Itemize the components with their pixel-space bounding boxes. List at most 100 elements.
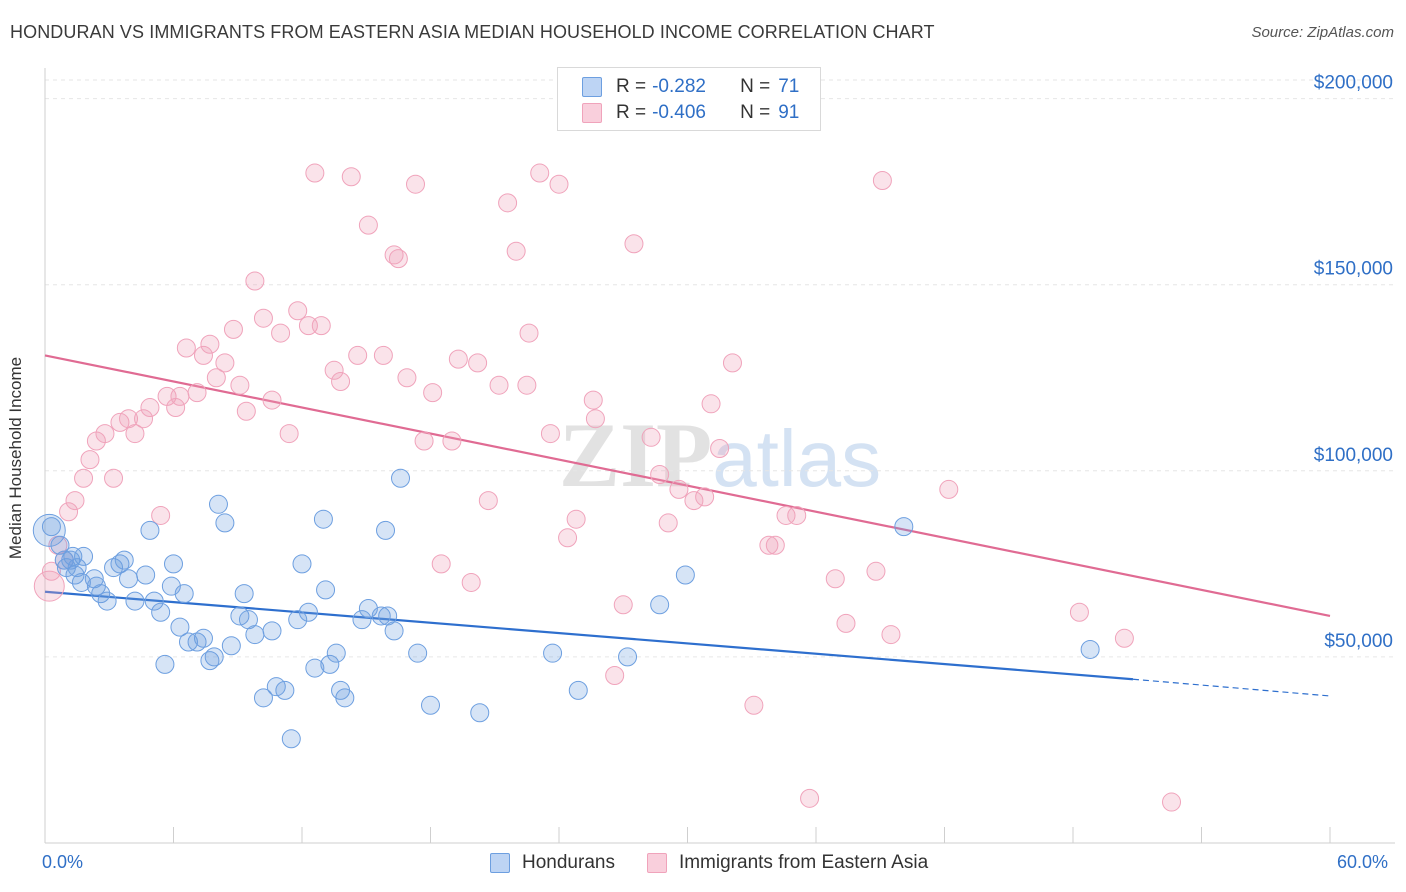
source-label: Source: ZipAtlas.com [1251, 24, 1394, 41]
point-eastern-asia [140, 398, 160, 418]
point-eastern-asia [341, 167, 361, 187]
point-hondurans [215, 513, 235, 533]
point-eastern-asia [1114, 628, 1134, 648]
point-eastern-asia [478, 491, 498, 511]
watermark-zip: ZIP [559, 404, 712, 506]
point-hondurans [104, 558, 124, 578]
point-hondurans [421, 695, 440, 715]
point-eastern-asia [230, 375, 250, 395]
point-eastern-asia [468, 353, 488, 373]
point-eastern-asia [939, 479, 959, 499]
point-eastern-asia [701, 394, 721, 414]
point-eastern-asia [825, 569, 845, 589]
point-eastern-asia [253, 308, 273, 328]
legend-n-value: 91 [778, 102, 800, 123]
watermark: ZIPatlas [559, 404, 881, 506]
watermark-atlas: atlas [712, 414, 881, 503]
legend-n-label: N = [740, 76, 771, 97]
legend-item-hondurans[interactable]: Hondurans [490, 852, 615, 874]
point-hondurans [74, 546, 94, 566]
point-eastern-asia [262, 390, 282, 410]
point-hondurans [262, 621, 282, 641]
point-eastern-asia [305, 163, 325, 183]
point-hondurans [618, 647, 638, 667]
point-eastern-asia [489, 375, 509, 395]
point-hondurans [187, 632, 207, 652]
point-eastern-asia [431, 554, 451, 574]
point-eastern-asia [1162, 792, 1182, 812]
point-eastern-asia [641, 427, 661, 447]
legend-row-eastern-asia: R = -0.406 N = 91 [582, 101, 799, 125]
point-eastern-asia [80, 450, 100, 470]
y-tick-labels: $50,000 $100,000 $150,000 $200,000 [1314, 73, 1393, 652]
point-eastern-asia [519, 323, 539, 343]
legend-item-eastern-asia[interactable]: Immigrants from Eastern Asia [646, 852, 928, 874]
data-points [32, 163, 1182, 812]
point-hondurans [281, 729, 301, 749]
point-eastern-asia [658, 513, 678, 533]
legend-r-value: -0.282 [652, 76, 706, 97]
point-eastern-asia [74, 468, 94, 488]
legend-swatch-blue [582, 77, 602, 97]
point-hondurans [151, 602, 171, 622]
point-hondurans [114, 550, 134, 570]
point-eastern-asia [170, 386, 190, 406]
point-hondurans [97, 591, 117, 611]
axes [44, 68, 1395, 844]
y-tick-label: $150,000 [1314, 259, 1393, 280]
legend-swatch-blue [490, 853, 510, 873]
chart-title: HONDURAN VS IMMIGRANTS FROM EASTERN ASIA… [10, 22, 935, 42]
point-eastern-asia [881, 625, 901, 645]
point-eastern-asia [506, 241, 526, 261]
point-eastern-asia [530, 163, 550, 183]
point-eastern-asia [684, 491, 704, 511]
point-hondurans [245, 625, 265, 645]
point-hondurans [1080, 639, 1100, 659]
point-eastern-asia [461, 572, 481, 592]
point-eastern-asia [125, 424, 145, 444]
point-hondurans [174, 584, 194, 604]
point-hondurans [91, 584, 111, 604]
legend-label-hondurans: Hondurans [522, 852, 615, 873]
point-hondurans [568, 680, 588, 700]
trend-line-hondurans [44, 590, 1134, 681]
point-eastern-asia [744, 695, 764, 715]
point-eastern-asia [583, 390, 603, 410]
point-eastern-asia [373, 345, 393, 365]
point-eastern-asia [33, 570, 65, 602]
point-hondurans [32, 513, 66, 547]
point-eastern-asia [722, 353, 742, 373]
point-eastern-asia [624, 234, 644, 254]
point-hondurans [170, 617, 190, 637]
y-tick-label: $200,000 [1314, 73, 1393, 94]
point-eastern-asia [710, 438, 730, 458]
point-hondurans [253, 688, 273, 708]
point-hondurans [305, 658, 325, 678]
point-eastern-asia [759, 535, 779, 555]
point-eastern-asia [176, 338, 196, 358]
gridlines [45, 79, 1395, 658]
legend-r-value: -0.406 [652, 102, 706, 123]
point-eastern-asia [540, 424, 560, 444]
point-eastern-asia [650, 465, 670, 485]
point-hondurans [119, 569, 139, 589]
point-hondurans [65, 565, 85, 585]
point-eastern-asia [65, 491, 85, 511]
point-hondurans [675, 565, 695, 585]
point-eastern-asia [193, 345, 213, 365]
point-hondurans [71, 572, 91, 592]
series-legend: Hondurans Immigrants from Eastern Asia [490, 852, 960, 874]
point-eastern-asia [134, 409, 154, 429]
point-eastern-asia [288, 301, 308, 321]
y-axis-label-text: Median Household Income [6, 356, 25, 560]
point-hondurans [67, 558, 87, 578]
point-eastern-asia [866, 561, 886, 581]
point-eastern-asia [279, 424, 299, 444]
legend-r-label: R = [616, 76, 647, 97]
point-hondurans [391, 468, 411, 488]
point-eastern-asia [1069, 602, 1089, 622]
point-eastern-asia [765, 535, 785, 555]
point-eastern-asia [566, 509, 586, 529]
point-hondurans [335, 688, 355, 708]
point-eastern-asia [872, 170, 892, 190]
